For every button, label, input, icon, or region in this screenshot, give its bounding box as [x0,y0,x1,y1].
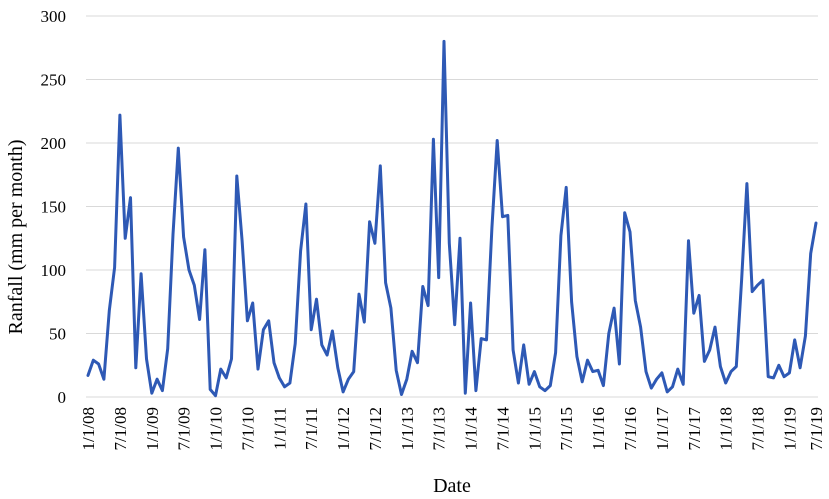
x-tick-label: 7/1/16 [621,407,640,450]
x-tick-label: 1/1/10 [207,407,226,450]
y-tick-label: 0 [58,388,67,407]
y-tick-label: 250 [41,71,67,90]
x-tick-label: 1/1/14 [462,407,481,451]
y-tick-label: 50 [49,325,66,344]
x-tick-label: 1/1/18 [717,407,736,450]
x-axis-ticks: 1/1/08 7/1/08 1/1/09 7/1/09 1/1/10 7/1/10 1/1/… [79,407,826,451]
x-tick-label: 7/1/13 [430,407,449,450]
x-tick-label: 1/1/19 [780,407,799,450]
x-tick-label: 7/1/17 [685,407,704,451]
x-tick-label: 7/1/11 [302,407,321,450]
x-tick-label: 1/1/08 [79,407,98,450]
y-axis-ticks: 0 50 100 150 200 250 300 [41,7,67,407]
x-tick-label: 1/1/09 [143,407,162,450]
x-tick-label: 7/1/08 [111,407,130,450]
x-tick-label: 1/1/15 [525,407,544,450]
x-tick-label: 7/1/09 [175,407,194,450]
y-tick-label: 150 [41,198,67,217]
gridlines [86,15,818,398]
rainfall-series-line [86,39,818,398]
x-tick-label: 7/1/15 [557,407,576,450]
x-tick-label: 7/1/12 [366,407,385,450]
x-tick-label: 7/1/19 [807,407,826,450]
y-tick-label: 300 [41,7,67,26]
x-tick-label: 1/1/16 [589,407,608,450]
x-axis-title: Date [433,475,471,497]
x-tick-label: 1/1/12 [334,407,353,450]
x-tick-label: 7/1/14 [493,407,512,451]
x-tick-label: 1/1/13 [398,407,417,450]
x-tick-label: 7/1/18 [749,407,768,450]
x-tick-label: 7/1/10 [238,407,257,450]
y-tick-label: 200 [41,134,67,153]
x-tick-label: 1/1/17 [653,407,672,451]
y-axis-title: Ranfall (mm per month) [5,140,27,335]
y-tick-label: 100 [41,261,67,280]
x-tick-label: 1/1/11 [270,407,289,450]
